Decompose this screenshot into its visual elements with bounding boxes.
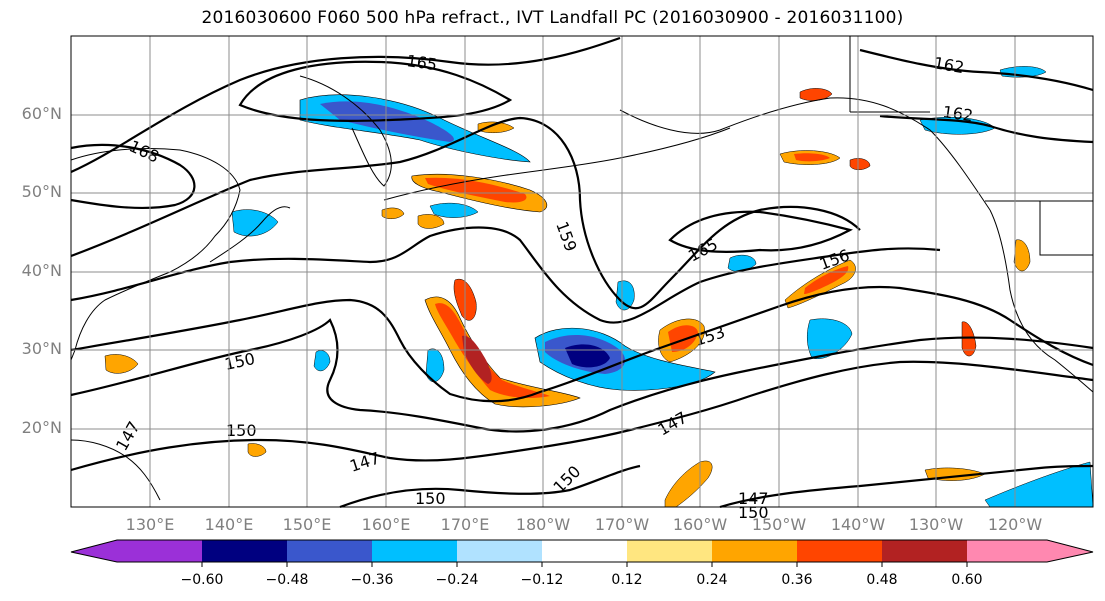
contour-147 (70, 360, 1094, 472)
lon-label: 170°E (440, 515, 490, 534)
contour-label: 165 (405, 51, 438, 74)
contour-168 (70, 143, 196, 210)
contour-153 (70, 285, 1094, 403)
pos-patch-west (104, 354, 139, 374)
contour-label: 150 (226, 421, 257, 440)
pos-patch-small-4 (1013, 239, 1031, 272)
neg-patch-small-4 (727, 254, 757, 272)
map-title: 2016030600 F060 500 hPa refract., IVT La… (201, 8, 904, 28)
colorbar-tick-label: 0.48 (866, 572, 898, 588)
colorbar-segment (712, 540, 797, 562)
colorbar-tick-label: 0.24 (696, 572, 728, 588)
neg-patch-southeast (984, 461, 1094, 508)
pos-patch-subtrop-mid (435, 303, 550, 398)
colorbar-segment (967, 540, 1047, 562)
lon-label: 140°E (204, 515, 254, 534)
contour-label: 147 (738, 489, 769, 508)
pos-patch-small-5 (247, 443, 267, 457)
contour-165b (668, 210, 853, 253)
colorbar-tick-label: 0.36 (781, 572, 813, 588)
contour-147-south (719, 464, 1094, 509)
lat-label-50n: 50°N (21, 182, 62, 201)
border-states (1039, 201, 1093, 256)
pos-patch-small-1 (381, 207, 405, 219)
pos-patch-pnw-core (804, 266, 849, 294)
contour-label: 162 (941, 102, 974, 125)
coast-westcoast (989, 209, 1094, 393)
colorbar-tick-label: −0.60 (180, 572, 224, 588)
neg-patch-kamchatka-core (320, 101, 454, 142)
colorbar-segment (797, 540, 882, 562)
pos-patch-small-7 (477, 121, 515, 133)
colorbar-tick-label: −0.24 (435, 572, 479, 588)
colorbar-segment (542, 540, 627, 562)
lon-label: 170°W (594, 515, 650, 534)
contour-165-loop (238, 60, 513, 122)
colorbar-segment (882, 540, 967, 562)
pos-patch-gulf-core (794, 153, 830, 162)
contour-162 (859, 48, 1094, 92)
colorbar-segment (457, 540, 542, 562)
colorbar-segment (202, 540, 287, 562)
lat-label-30n: 30°N (21, 339, 62, 358)
colorbar-outline (70, 539, 1094, 563)
colorbar-segment (627, 540, 712, 562)
neg-patch-small-3 (615, 280, 635, 311)
pos-patch-alaska-n (799, 88, 833, 101)
colorbar-segment (287, 540, 372, 562)
contour-159 (70, 116, 861, 310)
contour-lines (70, 36, 1094, 509)
pos-patch-northpac-core (425, 177, 527, 203)
pos-patch-dateline-east-core (668, 325, 698, 352)
lon-label: 150°E (282, 515, 332, 534)
colorbar-tick-label: −0.48 (265, 572, 309, 588)
contour-label: 150 (415, 489, 446, 508)
contour-150 (70, 318, 1094, 433)
lon-label: 180°W (515, 515, 571, 534)
coast-kamchatka (299, 75, 392, 187)
coast-alaska (619, 97, 991, 211)
colorbar-segment (71, 540, 117, 562)
pos-patch-subtrop-core (462, 335, 492, 384)
colorbar-segment (1047, 540, 1093, 562)
coast-asia (70, 147, 241, 361)
lon-label: 160°E (361, 515, 411, 534)
pos-patch-small-2 (417, 214, 445, 229)
colorbar-segment (117, 540, 202, 562)
colorbar-tick-label: 0.12 (611, 572, 643, 588)
contour-150-south (339, 464, 641, 509)
colorbar-segment (372, 540, 457, 562)
contour-156 (70, 226, 941, 324)
lon-label: 130°E (125, 515, 175, 534)
map-frame (70, 35, 1094, 508)
lon-label: 130°W (908, 515, 964, 534)
contour-162b (879, 114, 1094, 144)
colorbar-tick-label: −0.36 (350, 572, 394, 588)
colorbar (70, 539, 1094, 567)
lon-label: 120°W (987, 515, 1043, 534)
contour-label: 150 (738, 503, 769, 522)
lat-label-20n: 20°N (21, 418, 62, 437)
lon-label: 140°W (830, 515, 886, 534)
pos-patch-small-3 (961, 321, 977, 357)
lat-label-60n: 60°N (21, 104, 62, 123)
coast-aleutians (383, 127, 731, 201)
neg-patch-small-6 (313, 350, 331, 372)
colorbar-tick-label: 0.60 (951, 572, 983, 588)
pos-patch-small-6 (849, 158, 871, 170)
graticule (71, 36, 1093, 507)
coast-japan (209, 206, 291, 263)
neg-patch-small-1 (429, 202, 479, 218)
lat-label-40n: 40°N (21, 261, 62, 280)
coastlines (70, 36, 1094, 501)
colorbar-tick-label: −0.12 (520, 572, 564, 588)
neg-patch-japan (231, 209, 279, 237)
lon-label: 160°W (672, 515, 728, 534)
lon-label: 150°W (751, 515, 807, 534)
filled-anomaly-patches (231, 66, 1094, 508)
neg-patch-small-2 (425, 348, 445, 382)
